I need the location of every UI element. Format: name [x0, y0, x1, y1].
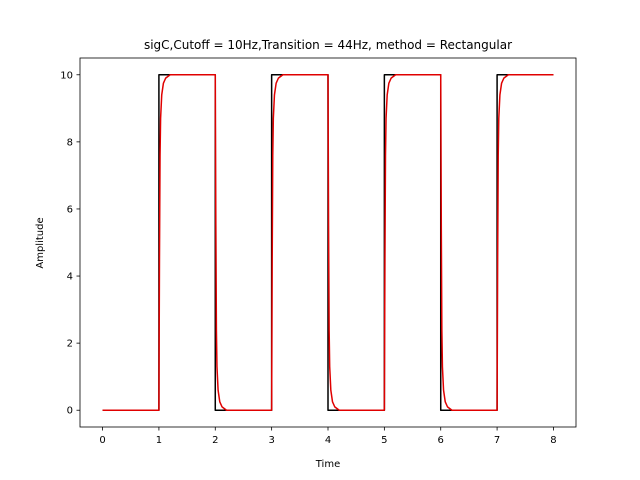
- plot-area: 0 1 2 3 4 5 6 7 8 0 2 4 6 8 10: [60, 57, 577, 446]
- x-axis-label: Time: [315, 459, 340, 470]
- x-tick-label: 4: [325, 435, 331, 446]
- y-tick-label: 10: [60, 70, 73, 81]
- x-tick-label: 3: [268, 435, 274, 446]
- series-line-2: [102, 74, 554, 411]
- x-tick-label: 8: [550, 435, 556, 446]
- y-tick-label: 0: [67, 406, 73, 417]
- x-tick-label: 5: [381, 435, 387, 446]
- x-tick-label: 2: [212, 435, 218, 446]
- y-tick-label: 8: [67, 137, 73, 148]
- x-tick-label: 0: [99, 435, 105, 446]
- x-tick-label: 6: [438, 435, 444, 446]
- chart-title: sigC,Cutoff = 10Hz,Transition = 44Hz, me…: [144, 38, 512, 52]
- y-tick-label: 4: [67, 272, 73, 283]
- y-tick-label: 6: [67, 204, 73, 215]
- x-tick-label: 7: [494, 435, 500, 446]
- x-tick-label: 1: [156, 435, 162, 446]
- y-axis-label: Amplitude: [35, 217, 46, 268]
- y-tick-label: 2: [67, 339, 73, 350]
